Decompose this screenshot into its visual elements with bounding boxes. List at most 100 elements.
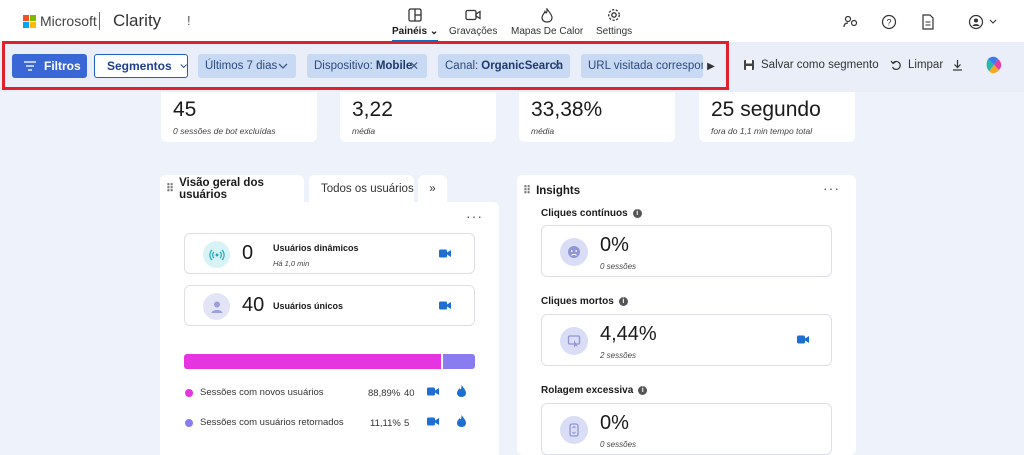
video-icon[interactable] — [439, 301, 451, 310]
insight-card-excessive-scroll[interactable]: 0% 0 sessões — [541, 403, 832, 455]
help-icon[interactable]: ? — [880, 13, 898, 31]
info-icon[interactable]: i — [632, 209, 642, 218]
segments-label: Segmentos — [107, 59, 172, 73]
angry-face-icon — [560, 238, 588, 266]
legend-new-label: Sessões com novos usuários — [200, 387, 324, 398]
more-options-icon[interactable]: ··· — [466, 208, 483, 224]
chevron-down-icon — [278, 63, 288, 69]
segments-dropdown[interactable]: Segmentos — [94, 54, 188, 78]
chip-date-label: Últimos 7 dias — [205, 60, 278, 72]
video-icon[interactable] — [439, 249, 451, 258]
new-users-bar — [184, 354, 441, 369]
more-options-icon[interactable]: ··· — [823, 180, 840, 196]
insight-card-dead-clicks[interactable]: 4,44% 2 sessões — [541, 314, 832, 366]
chip-channel-value: OrganicSearch — [481, 60, 564, 72]
dynamic-users-label: Usuários dinâmicos — [273, 243, 359, 253]
user-icon — [203, 293, 230, 320]
metric-value: 3,22 — [352, 98, 393, 121]
microsoft-logo-icon — [23, 15, 36, 28]
nav-gravacoes-label: Gravações — [449, 26, 498, 37]
dashboard-icon — [408, 6, 422, 24]
scroll-right-arrow-icon[interactable]: ▶ — [707, 60, 715, 72]
chip-device[interactable]: Dispositivo: Mobile ✕ — [307, 54, 427, 78]
dynamic-users-sub: Há 1,0 min — [273, 259, 310, 268]
filter-highlight-box — [2, 41, 729, 90]
chip-date-range[interactable]: Últimos 7 dias — [198, 54, 296, 78]
insight-sessions: 0 sessões — [600, 440, 637, 449]
nav-paineis[interactable]: Painéis ⌄ — [392, 6, 439, 42]
metric-value: 33,38% — [531, 98, 603, 121]
chip-device-value: Mobile — [375, 60, 413, 72]
info-icon[interactable]: i — [618, 297, 628, 306]
account-icon[interactable] — [966, 13, 1000, 31]
nav-settings-label: Settings — [596, 26, 633, 37]
flame-icon[interactable] — [457, 415, 466, 427]
dynamic-users-count: 0 — [242, 242, 254, 264]
filter-icon — [24, 61, 36, 71]
insight-card-rage-clicks[interactable]: 0% 0 sessões — [541, 225, 832, 277]
insights-title: Insights — [536, 184, 581, 197]
close-icon[interactable]: ✕ — [551, 59, 562, 73]
nav-mapas-de-calor[interactable]: Mapas De Calor — [511, 6, 583, 37]
scroll-icon — [560, 416, 588, 444]
flame-icon — [541, 6, 553, 24]
legend-dot-returning — [185, 418, 193, 427]
tab-users-overview-label: Visão geral dos usuários — [179, 176, 264, 201]
drag-handle-icon[interactable]: ⠿ — [166, 183, 174, 195]
legend-dot-new — [185, 388, 193, 397]
insight-scroll-label: Rolagem excessiva — [541, 385, 634, 396]
nav-mapas-label: Mapas De Calor — [511, 26, 584, 37]
tab-more[interactable]: » — [418, 175, 447, 202]
brand-divider — [99, 12, 100, 30]
flame-icon[interactable] — [457, 385, 466, 397]
info-icon[interactable]: i — [638, 386, 648, 395]
chevron-down-icon: ⌄ — [429, 26, 439, 37]
legend-returning-count: 5 — [404, 418, 410, 429]
chip-device-label: Dispositivo: — [314, 60, 373, 72]
metric-card-sessions: 45 0 sessões de bot excluídas — [161, 92, 317, 142]
close-icon[interactable]: ✕ — [408, 59, 419, 73]
video-icon[interactable] — [797, 335, 809, 344]
save-segment-label: Salvar como segmento — [761, 59, 879, 71]
save-icon — [744, 60, 754, 70]
download-icon — [953, 60, 962, 71]
clear-button[interactable]: Limpar — [890, 59, 943, 71]
chevron-down-icon — [180, 64, 187, 69]
copilot-icon[interactable] — [984, 55, 1004, 75]
save-segment-button[interactable]: Salvar como segmento — [743, 59, 879, 71]
chip-url-visited[interactable]: URL visitada corresponde — [581, 54, 703, 78]
insight-title-dead-clicks: Cliques mortos i — [541, 296, 628, 307]
tab-users-overview[interactable]: ⠿ Visão geral dos usuários — [160, 175, 304, 202]
legend-new-count: 40 — [404, 388, 415, 399]
tab-all-users[interactable]: Todos os usuários — [309, 175, 414, 202]
metric-card-scroll: 33,38% média — [519, 92, 675, 142]
filters-button[interactable]: Filtros — [12, 54, 87, 78]
people-icon[interactable] — [842, 13, 860, 31]
download-button[interactable] — [952, 59, 963, 71]
unique-users-label: Usuários únicos — [273, 301, 344, 311]
nav-gravacoes[interactable]: Gravações — [449, 6, 497, 37]
metric-card-time: 25 segundo fora do 1,1 min tempo total — [699, 92, 855, 142]
brand-clarity[interactable]: Clarity — [113, 11, 162, 30]
video-icon[interactable] — [427, 387, 439, 396]
insight-pct: 4,44% — [600, 323, 657, 345]
project-marker: ! — [187, 13, 191, 28]
drag-handle-icon[interactable]: ⠿ — [523, 185, 531, 197]
document-icon[interactable] — [919, 13, 937, 31]
clear-label: Limpar — [908, 59, 944, 71]
metric-value: 45 — [173, 98, 197, 121]
legend-returning-users: Sessões com usuários retornados — [185, 417, 344, 428]
chip-channel[interactable]: Canal: OrganicSearch ✕ — [438, 54, 570, 78]
tab-all-users-label: Todos os usuários — [321, 182, 414, 195]
nav-paineis-label: Painéis — [392, 26, 428, 37]
nav-settings[interactable]: Settings — [596, 6, 632, 37]
brand-microsoft: Microsoft — [40, 13, 97, 29]
insight-dead-label: Cliques mortos — [541, 296, 614, 307]
legend-new-users: Sessões com novos usuários — [185, 387, 324, 398]
filters-label: Filtros — [44, 59, 81, 73]
metric-value: 25 segundo — [711, 98, 821, 121]
chip-url-label: URL visitada corresponde — [588, 60, 703, 72]
metric-card-pages: 3,22 média — [340, 92, 496, 142]
chip-channel-label: Canal: — [445, 60, 479, 72]
video-icon[interactable] — [427, 417, 439, 426]
